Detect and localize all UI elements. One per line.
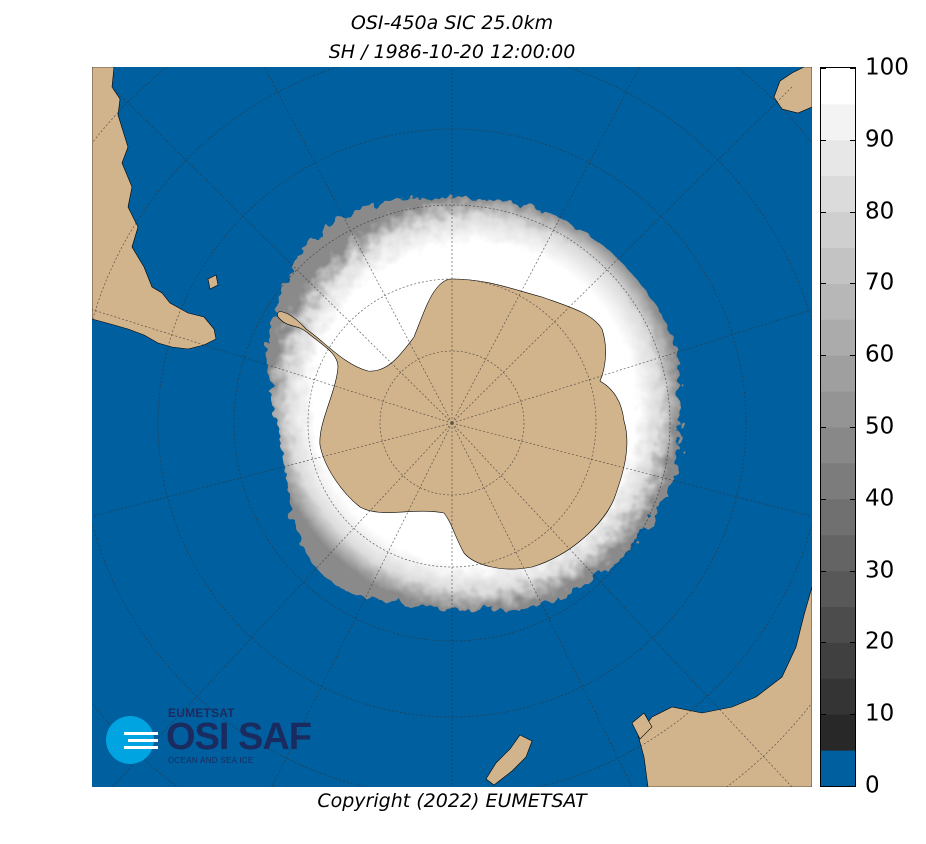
colorbar-segment <box>821 570 855 607</box>
colorbar-segment <box>821 498 855 536</box>
colorbar-tick-mark <box>821 570 826 572</box>
colorbar-tick-mark <box>821 283 826 285</box>
meridian <box>111 422 453 787</box>
colorbar-tick-label: 0 <box>865 772 880 799</box>
colorbar-tick-mark <box>850 427 855 428</box>
colorbar-segment <box>821 319 855 356</box>
meridian <box>451 309 812 424</box>
colorbar-segment <box>821 247 855 284</box>
meridian <box>92 309 453 424</box>
colorbar-tick-mark <box>821 427 826 428</box>
map-title-product: OSI-450a SIC 25.0km <box>350 12 554 34</box>
colorbar-tick-mark <box>850 714 855 716</box>
meridian <box>264 67 453 424</box>
meridian <box>451 422 812 517</box>
colorbar-tick-label: 100 <box>865 54 909 81</box>
colorbar-tick-mark <box>850 570 855 572</box>
colorbar-segment <box>821 391 855 428</box>
colorbar-tick-mark <box>821 211 826 213</box>
meridian <box>451 67 640 424</box>
colorbar <box>820 67 856 787</box>
colorbar-tick-mark <box>821 786 826 787</box>
colorbar-segment <box>821 103 855 141</box>
colorbar-tick-label: 50 <box>865 413 895 440</box>
logo-organisation: EUMETSAT <box>168 706 235 720</box>
colorbar-tick-label: 80 <box>865 198 895 225</box>
colorbar-tick-label: 60 <box>865 341 895 368</box>
colorbar-segment <box>821 534 855 572</box>
latitude-circle <box>307 278 597 568</box>
colorbar-segment <box>821 606 855 643</box>
meridian <box>451 422 633 787</box>
colorbar-tick-mark <box>821 355 826 357</box>
colorbar-tick-mark <box>821 139 826 141</box>
osi-saf-logo: EUMETSAT OSI SAF OCEAN AND SEA ICE <box>106 706 316 776</box>
colorbar-tick-mark <box>850 68 855 69</box>
colorbar-segment <box>821 642 855 679</box>
south-america-land <box>92 67 217 350</box>
colorbar-segment <box>821 427 855 464</box>
polar-map <box>92 67 812 787</box>
colorbar-tick-mark <box>850 786 855 787</box>
colorbar-tick-mark <box>850 355 855 357</box>
colorbar-segment <box>821 678 855 715</box>
colorbar-segment <box>821 211 855 248</box>
colorbar-tick-label: 90 <box>865 126 895 153</box>
logo-tagline: OCEAN AND SEA ICE <box>168 756 254 765</box>
graticule <box>92 67 812 787</box>
colorbar-tick-mark <box>821 714 826 716</box>
colorbar-segment <box>821 175 855 213</box>
colorbar-segment <box>821 283 855 320</box>
meridian <box>451 422 793 787</box>
osi-saf-logo-mark <box>106 716 158 764</box>
colorbar-tick-label: 10 <box>865 700 895 727</box>
copyright-notice: Copyright (2022) EUMETSAT <box>317 790 587 812</box>
colorbar-tick-mark <box>821 498 826 500</box>
latitude-circle <box>233 204 671 642</box>
colorbar-tick-mark <box>821 642 826 644</box>
colorbar-segment <box>821 68 855 105</box>
logo-product: OSI SAF <box>166 716 312 758</box>
colorbar-segment <box>821 355 855 392</box>
new-zealand-land <box>485 734 533 786</box>
australia-west-coast <box>631 712 653 740</box>
colorbar-tick-mark <box>850 642 855 644</box>
colorbar-tick-label: 20 <box>865 628 895 655</box>
meridian <box>92 422 453 517</box>
colorbar-tick-label: 30 <box>865 557 895 584</box>
meridian <box>271 422 453 787</box>
map-title-date: SH / 1986-10-20 12:00:00 <box>328 41 576 63</box>
colorbar-tick-mark <box>850 139 855 141</box>
colorbar-tick-mark <box>850 498 855 500</box>
colorbar-tick-mark <box>850 283 855 285</box>
colorbar-segment <box>821 462 855 500</box>
colorbar-segment <box>821 714 855 751</box>
africa-land <box>773 67 812 114</box>
colorbar-tick-mark <box>850 211 855 213</box>
colorbar-tick-label: 40 <box>865 485 895 512</box>
colorbar-segment <box>821 750 855 786</box>
colorbar-segment <box>821 139 855 177</box>
falkland-islands <box>207 274 219 290</box>
colorbar-tick-mark <box>821 68 826 69</box>
australia-land <box>637 586 812 787</box>
colorbar-tick-label: 70 <box>865 269 895 296</box>
